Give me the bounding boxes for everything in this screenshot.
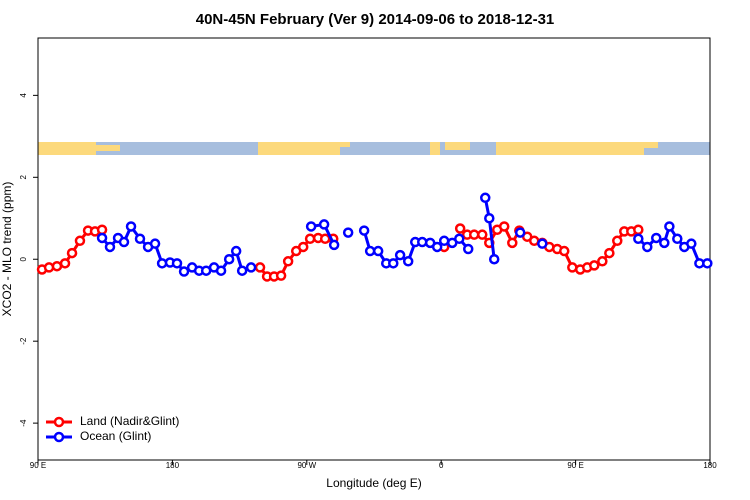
point (650, 232, 662, 244)
point (304, 233, 316, 245)
y-tick-label: -2 (19, 337, 28, 345)
point (230, 245, 242, 257)
point (319, 233, 331, 245)
point (149, 238, 161, 249)
map-strip (38, 142, 710, 155)
point (342, 227, 354, 238)
point (454, 233, 465, 245)
point (537, 238, 548, 249)
x-tick-label: 90 E (30, 461, 46, 470)
y-tick-label: 0 (19, 256, 28, 261)
legend-label: Land (Nadir&Glint) (80, 414, 179, 428)
legend-label: Ocean (Glint) (80, 429, 151, 443)
point (468, 229, 480, 240)
point (297, 241, 309, 253)
point (559, 245, 570, 257)
point (96, 224, 108, 235)
point (104, 241, 116, 253)
point (462, 243, 474, 255)
point (612, 235, 623, 247)
point (358, 225, 370, 236)
point (318, 219, 330, 230)
point (59, 258, 71, 269)
point (134, 233, 146, 245)
point (215, 265, 227, 276)
point (480, 192, 491, 204)
point (589, 260, 600, 271)
point (597, 256, 608, 267)
point (672, 233, 683, 245)
x-tick-label: 0 (439, 461, 444, 470)
point (702, 258, 713, 269)
point (686, 238, 697, 249)
point (364, 245, 376, 257)
point (507, 237, 518, 249)
point (51, 260, 63, 272)
point (328, 239, 340, 251)
y-tick-label: -4 (19, 419, 28, 427)
point (438, 235, 450, 247)
point (254, 262, 266, 273)
point (431, 241, 443, 253)
plot-frame (37, 37, 711, 461)
point (236, 265, 248, 276)
point (171, 258, 183, 269)
point (633, 224, 644, 235)
x-axis-label: Longitude (deg E) (326, 476, 421, 490)
point (245, 262, 257, 273)
point (275, 270, 287, 281)
x-tick-label: 180 (703, 461, 717, 470)
point (514, 227, 526, 238)
point (394, 249, 406, 261)
point (664, 221, 675, 232)
point (604, 247, 615, 259)
point (96, 232, 108, 244)
x-tick-label: 90 E (567, 461, 583, 470)
point (305, 221, 317, 232)
point (43, 262, 55, 273)
point (178, 266, 190, 277)
point (454, 223, 466, 234)
point (659, 237, 670, 249)
y-axis-label: XCO2 - MLO trend (ppm) (0, 182, 14, 317)
point (484, 213, 495, 224)
chart-title: 40N-45N February (Ver 9) 2014-09-06 to 2… (196, 11, 555, 28)
point (633, 233, 644, 245)
y-tick-label: 4 (19, 93, 28, 98)
point (402, 256, 414, 267)
point (528, 235, 540, 247)
point (488, 253, 500, 265)
x-tick-label: 180 (166, 461, 180, 470)
point (498, 221, 510, 232)
point (223, 253, 235, 265)
point (642, 241, 653, 253)
point (74, 235, 86, 247)
point (388, 258, 399, 269)
point (282, 256, 294, 267)
x-tick-label: 90 W (297, 461, 316, 470)
legend-marker (53, 431, 65, 443)
y-tick-label: 2 (19, 175, 28, 180)
point (125, 221, 137, 232)
legend-marker (53, 416, 65, 428)
point (66, 247, 78, 259)
point (118, 236, 130, 248)
point (477, 229, 488, 240)
point (372, 245, 384, 257)
